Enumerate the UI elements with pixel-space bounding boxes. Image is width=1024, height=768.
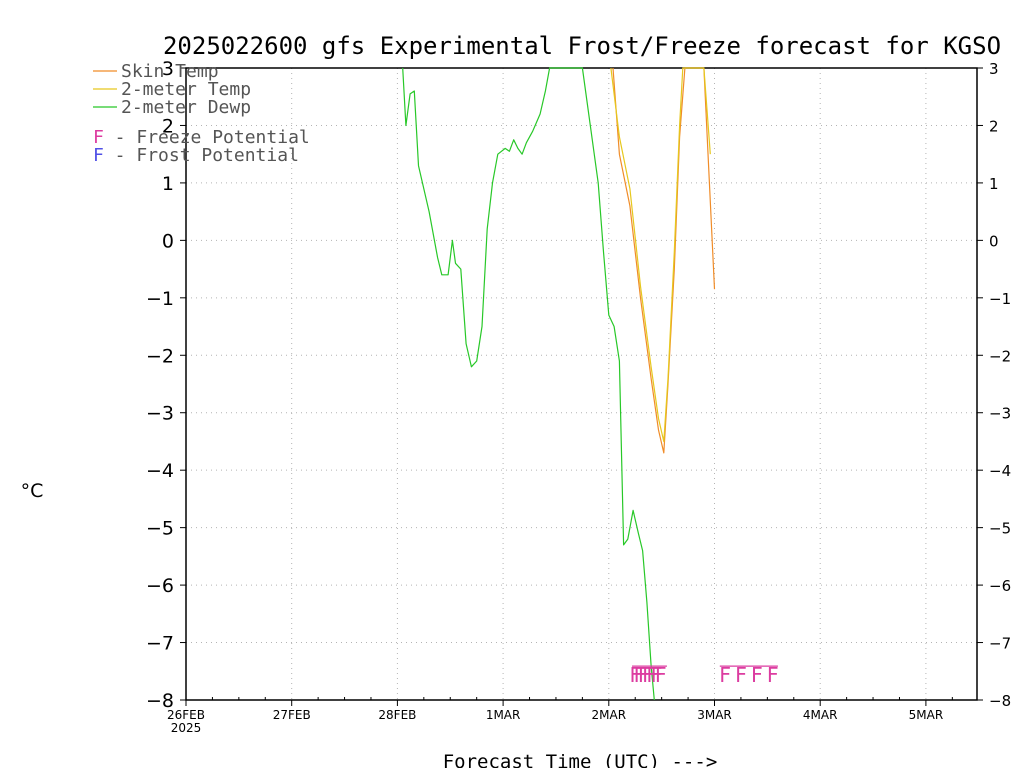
marker-legend-text: - Frost Potential (104, 145, 299, 166)
x-tick-label: 3MAR (697, 708, 732, 722)
grid-lines (186, 68, 977, 700)
y-tick-label-left: −5 (146, 518, 174, 540)
y-tick-label-left: −4 (146, 460, 174, 482)
marker-legend-glyph: F (93, 127, 104, 148)
series-line-2-meter-temp (610, 67, 711, 443)
y-tick-label-right: 1 (989, 175, 999, 193)
legend-label: Skin Temp (121, 61, 219, 82)
y-tick-label-right: −3 (989, 405, 1011, 423)
legend-label: 2-meter Temp (121, 79, 251, 100)
y-tick-label-right: 3 (989, 60, 999, 78)
x-tick-sublabel: 2025 (171, 721, 202, 735)
y-tick-label-right: 0 (989, 232, 999, 250)
y-tick-label-right: −7 (989, 635, 1011, 653)
marker-legend-entry: F - Freeze Potential (93, 127, 310, 148)
freeze-marker: F (735, 663, 747, 687)
y-axis-label: °C (21, 480, 44, 502)
y-tick-label-left: −3 (146, 403, 174, 425)
chart-title: 2025022600 gfs Experimental Frost/Freeze… (163, 32, 1001, 60)
y-tick-label-right: −4 (989, 462, 1011, 480)
y-tick-label-left: −2 (146, 345, 174, 367)
plot-frame (185, 67, 978, 701)
freeze-marker: F (650, 663, 662, 687)
y-tick-label-left: −8 (146, 690, 174, 712)
freeze-marker: F (719, 663, 731, 687)
y-tick-label-right: −6 (989, 577, 1011, 595)
freeze-marker: F (642, 663, 654, 687)
freeze-marker: F (767, 663, 779, 687)
y-tick-label-right: 2 (989, 117, 999, 135)
x-axis-label: Forecast Time (UTC) ---> (443, 751, 718, 768)
x-tick-label: 4MAR (803, 708, 838, 722)
marker-legend-glyph: F (93, 145, 104, 166)
y-tick-label-left: −6 (146, 575, 174, 597)
x-tick-label: 1MAR (486, 708, 521, 722)
data-series (402, 67, 716, 701)
series-line-skin-temp (612, 67, 716, 454)
marker-legend-text: - Freeze Potential (104, 127, 310, 148)
legend-label: 2-meter Dewp (121, 97, 251, 118)
freeze-marker: F (629, 663, 641, 687)
freeze-marker: F (638, 663, 650, 687)
freeze-marker: F (655, 663, 667, 687)
y-tick-label-right: −2 (989, 347, 1011, 365)
y-tick-label-left: 0 (162, 230, 174, 252)
freeze-marker: F (633, 663, 645, 687)
marker-legend-entry: F - Frost Potential (93, 145, 299, 166)
y-tick-label-right: −8 (989, 692, 1011, 710)
y-tick-label-left: −7 (146, 633, 174, 655)
freeze-marker: F (646, 663, 658, 687)
y-tick-label-left: 1 (162, 173, 174, 195)
freeze-marker: F (751, 663, 763, 687)
x-tick-label: 26FEB (167, 708, 205, 722)
y-tick-label-left: 2 (162, 115, 174, 137)
plot-axes: 3 3 2 2 1 1 0 0 −1 −1 −2 −2 −3 −3 −4 −4 −5 −5 −6 −6 −7 −7 −8 −8… (146, 58, 1011, 735)
x-tick-label: 28FEB (378, 708, 416, 722)
y-tick-label-left: −1 (146, 288, 174, 310)
series-line-2-meter-dewp (402, 67, 655, 701)
y-tick-label-right: −5 (989, 520, 1011, 538)
x-tick-label: 2MAR (592, 708, 627, 722)
x-tick-label: 27FEB (273, 708, 311, 722)
x-tick-label: 5MAR (909, 708, 944, 722)
y-tick-label-right: −1 (989, 290, 1011, 308)
y-tick-label-left: 3 (162, 58, 174, 80)
